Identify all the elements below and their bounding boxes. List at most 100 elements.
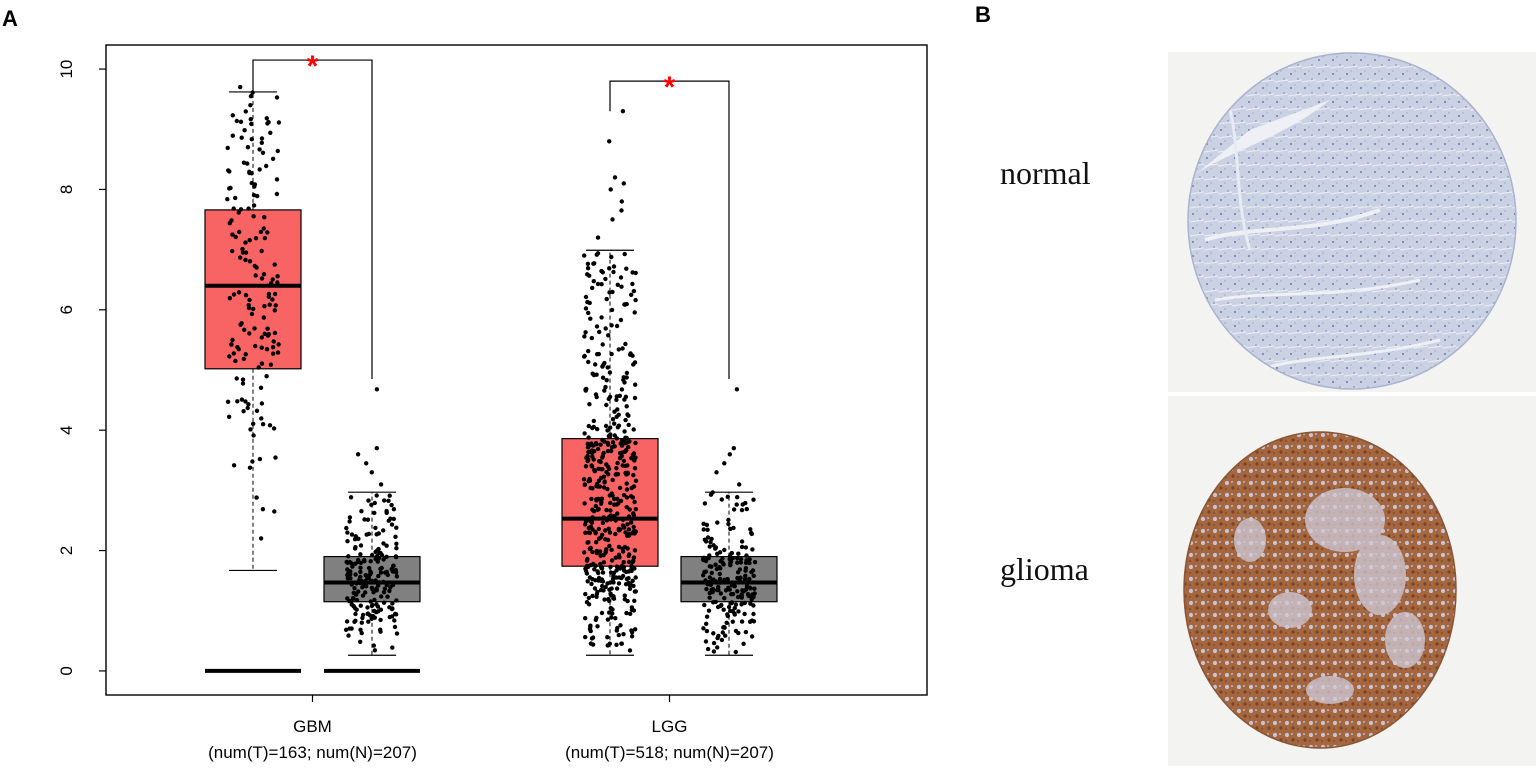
box-gbm-tumor-point xyxy=(240,246,245,252)
box-gbm-normal-point xyxy=(392,624,398,630)
box-lgg-normal-point xyxy=(705,646,711,652)
box-lgg-tumor-point xyxy=(590,593,595,599)
box-lgg-tumor-point xyxy=(622,525,627,530)
box-lgg-normal-point xyxy=(708,582,713,588)
box-gbm-normal-point xyxy=(394,525,399,530)
box-lgg-normal-point xyxy=(741,589,746,594)
box-lgg-normal-point xyxy=(751,603,756,608)
box-lgg-tumor-point xyxy=(582,501,587,506)
box-gbm-normal-point xyxy=(394,631,400,636)
box-lgg-tumor-point xyxy=(592,567,597,572)
box-lgg-tumor-point xyxy=(625,412,630,417)
box-gbm-tumor-point xyxy=(241,356,247,362)
box-gbm-tumor-point xyxy=(266,291,272,297)
box-lgg-tumor-point xyxy=(596,526,602,532)
box-lgg-normal-point xyxy=(713,562,718,567)
data-points xyxy=(225,84,758,655)
box-lgg-tumor-point xyxy=(592,261,597,266)
box-gbm-tumor-point xyxy=(275,274,280,279)
box-gbm-normal-point xyxy=(368,559,373,564)
box-lgg-tumor-point xyxy=(614,323,620,329)
box-lgg-tumor-point xyxy=(623,582,629,587)
box-gbm-normal-point xyxy=(351,596,356,601)
box-lgg-tumor-point xyxy=(607,543,612,549)
box-gbm-tumor-point xyxy=(245,145,251,150)
box-gbm-tumor-point xyxy=(230,337,235,343)
box-lgg-tumor-point xyxy=(594,372,599,377)
box-gbm-normal-point xyxy=(394,546,399,551)
box-gbm-normal-point xyxy=(348,495,354,500)
box-lgg-tumor-point xyxy=(609,323,614,328)
box-gbm-normal-point xyxy=(345,560,350,565)
box-gbm-normal-point xyxy=(359,620,364,625)
box-lgg-tumor-point xyxy=(595,426,600,432)
box-gbm-tumor-point xyxy=(266,332,271,337)
box-lgg-tumor-point xyxy=(600,342,605,347)
box-lgg-tumor-point xyxy=(606,597,611,602)
box-gbm-tumor-point xyxy=(272,291,278,297)
box-lgg-tumor-point xyxy=(614,397,619,402)
box-gbm-tumor-point xyxy=(268,281,274,286)
box-lgg-tumor-point xyxy=(590,285,595,291)
box-lgg-tumor-point xyxy=(591,279,596,284)
box-gbm-tumor-point xyxy=(262,304,267,309)
box-lgg-tumor-point xyxy=(616,528,622,533)
box-lgg-tumor-point xyxy=(588,623,593,628)
box-gbm-normal-point xyxy=(355,559,361,565)
box-gbm-normal-point xyxy=(381,579,386,585)
box-gbm-tumor-point xyxy=(262,215,267,220)
ihc-normal-image xyxy=(1168,52,1536,392)
box-lgg-tumor-point xyxy=(589,463,594,468)
box-lgg-tumor-point xyxy=(631,524,636,530)
box-lgg-normal-point xyxy=(701,626,706,631)
box-lgg-tumor-point xyxy=(601,362,606,368)
box-lgg-tumor-point xyxy=(599,315,604,320)
box-lgg-tumor-point xyxy=(622,593,627,598)
box-lgg-normal-point xyxy=(744,553,749,558)
box-lgg-normal-point xyxy=(744,584,750,589)
box-lgg-tumor-point xyxy=(586,435,591,440)
box-lgg-tumor-point xyxy=(584,571,590,576)
box-gbm-tumor-point xyxy=(271,426,277,431)
box-gbm-tumor-point xyxy=(275,280,280,285)
box-lgg-tumor-point xyxy=(602,388,607,393)
box-lgg-normal-point xyxy=(719,497,724,502)
box-lgg-tumor-point xyxy=(616,581,622,586)
box-lgg-tumor-point xyxy=(595,589,600,595)
box-gbm-tumor-point xyxy=(259,416,264,421)
box-gbm-normal-point xyxy=(359,578,364,584)
box-lgg-normal-point xyxy=(726,521,731,527)
box-lgg-tumor-outlier-point xyxy=(621,181,626,186)
box-lgg-tumor-point xyxy=(595,446,601,452)
box-lgg-tumor-point xyxy=(606,472,611,477)
box-gbm-normal-point xyxy=(362,557,367,563)
box-lgg-tumor-point xyxy=(624,569,629,575)
box-gbm-tumor-point xyxy=(234,118,239,124)
box-lgg-normal-point xyxy=(736,630,741,636)
box-lgg-tumor-point xyxy=(589,335,594,341)
box-lgg-normal-point xyxy=(720,630,725,635)
box-gbm-normal-point xyxy=(350,564,355,569)
box-lgg-tumor-point xyxy=(594,548,599,554)
box-lgg-tumor-point xyxy=(603,528,608,533)
box-lgg-tumor-point xyxy=(594,324,600,329)
box-lgg-tumor-point xyxy=(609,351,614,357)
box-gbm-normal-point xyxy=(356,589,361,594)
box-gbm-normal-point xyxy=(366,565,372,571)
box-gbm-tumor-point xyxy=(250,90,255,95)
box-lgg-tumor-point xyxy=(608,517,614,522)
box-gbm-tumor-point xyxy=(272,308,277,313)
box-gbm-tumor-point xyxy=(241,409,246,414)
box-lgg-tumor-point xyxy=(605,617,611,622)
glioma-tissue-core xyxy=(1184,432,1456,748)
box-gbm-tumor-point xyxy=(227,221,232,226)
box-gbm-normal-outlier-point xyxy=(355,452,361,457)
box-lgg-tumor-point xyxy=(601,560,607,565)
box-gbm-normal-point xyxy=(389,566,394,572)
box-lgg-tumor-point xyxy=(591,509,597,514)
box-lgg-normal-point xyxy=(719,602,724,608)
box-gbm-tumor-point xyxy=(275,148,280,154)
box-lgg-tumor-point xyxy=(608,425,613,430)
box-gbm-tumor-point xyxy=(235,399,240,404)
box-gbm-tumor-point xyxy=(252,184,257,189)
